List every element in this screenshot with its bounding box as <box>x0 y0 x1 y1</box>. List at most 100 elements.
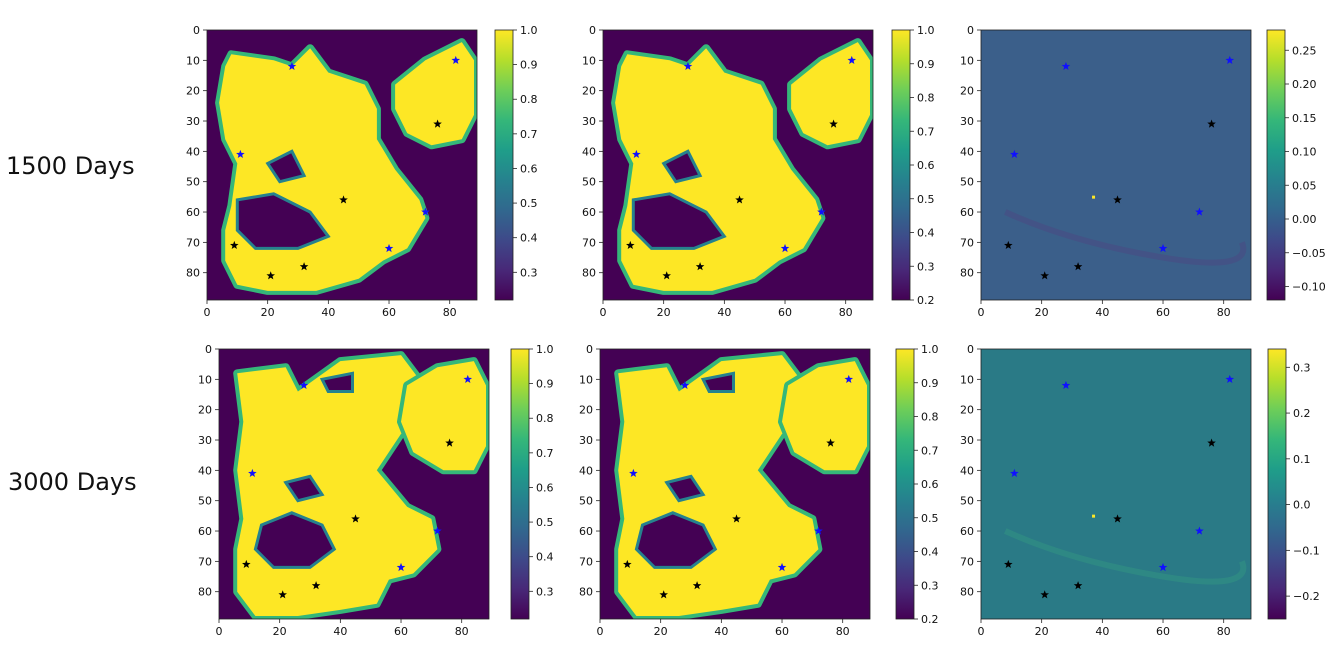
colorbar-tick-label: 0.8 <box>520 93 538 106</box>
black-star-marker <box>1113 195 1122 204</box>
colorbar-tick-label: 0.8 <box>917 92 935 105</box>
colorbar-tick-label: 0.4 <box>536 551 554 564</box>
colorbar-tick-label: 0.10 <box>1292 146 1317 159</box>
blue-star-marker <box>680 380 690 390</box>
colorbar-tick-label: 1.0 <box>520 24 538 37</box>
y-tick-label: 50 <box>582 176 596 189</box>
landmass-hole <box>664 474 706 503</box>
y-tick-label: 50 <box>198 495 212 508</box>
blue-star-marker <box>847 55 857 64</box>
black-star-marker <box>1073 262 1083 271</box>
x-tick-label: 20 <box>273 625 287 638</box>
black-star-marker <box>623 559 632 569</box>
black-star-marker <box>1073 581 1083 590</box>
black-star-marker <box>433 119 442 128</box>
y-tick-label: 80 <box>186 267 200 280</box>
colorbar <box>895 348 915 620</box>
landmass-hole <box>253 511 337 569</box>
colorbar-tick-label: 0.9 <box>520 59 538 72</box>
x-tick-label: 60 <box>778 306 792 319</box>
blue-star-marker <box>463 374 473 383</box>
blue-star-marker <box>1195 207 1204 216</box>
heatmap-panel-r2c2: 0 20 40 60 80 0 10 20 30 40 50 60 70 80 0.2 0.3 0.4 0.5 0.… <box>579 343 939 638</box>
colorbar-tick-label: 0.15 <box>1292 112 1317 125</box>
x-tick-label: 40 <box>1095 625 1109 638</box>
colorbar-tick-label: 0.7 <box>921 444 939 457</box>
black-star-marker <box>445 438 454 447</box>
blue-star-marker <box>1158 243 1168 253</box>
y-tick-label: 80 <box>960 267 974 280</box>
y-tick-label: 80 <box>960 586 974 599</box>
y-tick-label: 50 <box>186 176 200 189</box>
x-tick-label: 20 <box>1035 306 1049 319</box>
axes-frame <box>980 29 1252 301</box>
heatmap-background <box>981 30 1251 300</box>
y-tick-label: 0 <box>205 343 212 356</box>
heatmap-panel-r1c1: 0 20 40 60 80 0 10 20 30 40 50 60 70 80 0.3 0.4 0.5 0.6 0.… <box>186 24 538 319</box>
y-tick-label: 10 <box>579 373 593 386</box>
colorbar-tick-label: 1.0 <box>917 24 935 37</box>
y-tick-label: 20 <box>582 85 596 98</box>
y-tick-label: 20 <box>960 404 974 417</box>
landmass-hole <box>265 149 307 184</box>
black-star-marker <box>1004 240 1013 250</box>
max-difference-pixel <box>1092 514 1096 518</box>
x-tick-label: 80 <box>455 625 469 638</box>
landmass-hole <box>319 371 354 393</box>
axes-frame <box>206 29 478 301</box>
colorbar <box>1267 348 1287 620</box>
landmass-hole <box>235 192 331 250</box>
black-star-marker <box>242 559 251 569</box>
axes-frame <box>602 29 874 301</box>
y-tick-label: 40 <box>960 464 974 477</box>
x-tick-label: 80 <box>1217 306 1231 319</box>
row-label-1500-days: 1500 Days <box>6 152 135 180</box>
row-label-3000-days: 3000 Days <box>8 468 137 496</box>
colorbar-tick-label: 0.7 <box>536 447 554 460</box>
y-tick-label: 10 <box>960 54 974 67</box>
heatmap-field <box>219 349 489 619</box>
black-star-marker <box>1207 438 1216 447</box>
blue-star-marker <box>780 243 790 253</box>
black-star-marker <box>829 119 838 128</box>
y-tick-label: 20 <box>960 85 974 98</box>
y-tick-label: 10 <box>582 54 596 67</box>
y-tick-label: 20 <box>579 404 593 417</box>
heatmap-background <box>981 349 1251 619</box>
colorbar-tick-label: 0.8 <box>921 411 939 424</box>
y-tick-label: 50 <box>579 495 593 508</box>
y-tick-label: 40 <box>186 145 200 158</box>
black-star-marker <box>278 590 287 599</box>
blue-star-marker <box>299 380 309 390</box>
landmass-hole <box>661 149 703 184</box>
colorbar-tick-label: 0.5 <box>536 516 554 529</box>
black-star-marker <box>735 195 744 204</box>
colorbar-tick-label: −0.1 <box>1293 544 1320 557</box>
y-tick-label: 30 <box>960 115 974 128</box>
black-star-marker <box>662 271 671 280</box>
black-star-marker <box>299 262 309 271</box>
colorbar-tick-label: 0.2 <box>1293 407 1311 420</box>
y-tick-label: 20 <box>198 404 212 417</box>
colorbar-tick-label: 0.6 <box>520 162 538 175</box>
black-star-marker <box>732 514 741 523</box>
black-star-marker <box>695 262 705 271</box>
y-tick-label: 80 <box>582 267 596 280</box>
colorbar-tick-label: −0.2 <box>1293 590 1320 603</box>
colorbar-tick-label: −0.05 <box>1292 247 1326 260</box>
y-tick-label: 40 <box>960 145 974 158</box>
y-tick-label: 60 <box>198 525 212 538</box>
y-tick-label: 30 <box>186 115 200 128</box>
heatmap-field <box>600 349 870 619</box>
x-tick-label: 20 <box>657 306 671 319</box>
colorbar-tick-label: 0.4 <box>921 546 939 559</box>
blue-star-marker <box>629 468 638 478</box>
y-tick-label: 60 <box>582 206 596 219</box>
blue-star-marker <box>396 562 406 572</box>
x-tick-label: 20 <box>261 306 275 319</box>
x-tick-label: 0 <box>216 625 223 638</box>
y-tick-label: 70 <box>186 236 200 249</box>
x-tick-label: 40 <box>714 625 728 638</box>
x-tick-label: 80 <box>839 306 853 319</box>
